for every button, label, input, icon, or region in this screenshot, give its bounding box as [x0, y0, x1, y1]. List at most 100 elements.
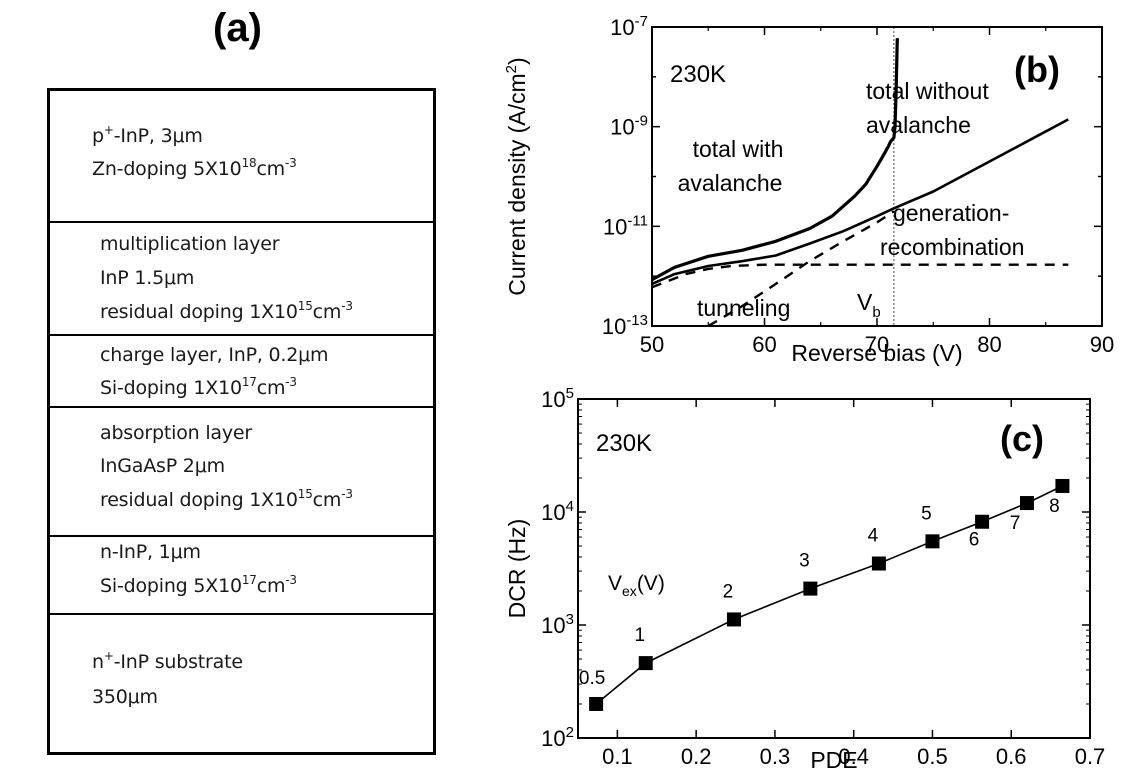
text: Si-doping 5X10 [100, 575, 242, 597]
series-total-without-avalanche [651, 118, 1069, 286]
x-tick-label: 80 [977, 332, 1001, 357]
text: Si-doping 1X10 [100, 377, 242, 399]
layer-text-line: InP 1.5μm [100, 267, 194, 289]
y-tick-label: 10-11 [603, 212, 648, 239]
text: cm [256, 158, 285, 180]
y-axis-label: Current density (A/cm2) [503, 57, 530, 295]
point-label: 6 [969, 530, 980, 551]
x-tick-label: 0.2 [681, 744, 712, 769]
superscript: 18 [241, 156, 257, 170]
layer-text-line: multiplication layer [100, 233, 280, 255]
x-tick-label: 0.4 [838, 744, 869, 769]
layer-text-line: Si-doping 1X1017cm-3 [100, 375, 297, 399]
superscript: -3 [341, 487, 353, 501]
x-tick-label: 0.5 [917, 744, 948, 769]
text: multiplication layer [100, 233, 280, 255]
data-point [638, 656, 653, 671]
text: InP 1.5μm [100, 267, 195, 289]
superscript: -3 [285, 156, 297, 170]
x-tick-label: 0.7 [1075, 744, 1106, 769]
text: InGaAsP 2μm [100, 455, 225, 477]
text: 350μm [92, 686, 158, 708]
layer-text-line: charge layer, InP, 0.2μm [100, 344, 329, 366]
x-tick-label: 60 [752, 332, 776, 357]
annotation-total-without-avalanche: total without [866, 78, 989, 104]
text: cm [256, 575, 286, 597]
data-point [803, 581, 818, 596]
layer-3: charge layer, InP, 0.2μm Si-doping 1X1017… [50, 334, 433, 406]
superscript: 17 [241, 375, 257, 389]
point-label: 8 [1049, 496, 1060, 517]
data-point [589, 696, 604, 711]
layer-text-line: n-InP, 1μm [100, 541, 201, 563]
x-tick-label: 50 [640, 332, 664, 357]
x-tick-label: 70 [865, 332, 889, 357]
point-label: 3 [799, 551, 810, 572]
series-dcr-line [595, 485, 1063, 705]
layer-1: p+-InP, 3μm Zn-doping 5X1018cm-3 [50, 91, 433, 221]
annotation-total-without-avalanche: avalanche [866, 112, 971, 138]
superscript: -3 [341, 299, 353, 313]
annotation-total-with-avalanche: total with [693, 136, 784, 162]
data-point [871, 556, 886, 571]
text: charge layer, InP, 0.2μm [100, 344, 329, 366]
text: n-InP, 1μm [100, 541, 201, 563]
vex-label: Vex(V) [608, 572, 665, 599]
data-point [925, 534, 940, 549]
layer-text-line: InGaAsP 2μm [100, 455, 225, 477]
annotation-generation-recombination: recombination [880, 234, 1024, 260]
annotation-total-with-avalanche: avalanche [678, 170, 783, 196]
layer-text-line: n+-InP substrate [92, 650, 243, 673]
text: -InP, 3μm [113, 125, 203, 147]
y-tick-label: 10-9 [610, 113, 648, 140]
superscript: + [103, 123, 114, 137]
temperature-label: 230K [670, 61, 726, 88]
text: residual doping 1X10 [100, 301, 298, 323]
y-tick-label: 10-13 [602, 312, 648, 339]
panel-a-label: (a) [213, 6, 262, 50]
temperature-label: 230K [596, 430, 652, 457]
layer-text-line: p+-InP, 3μm [92, 123, 203, 147]
y-tick-label: 10-7 [610, 13, 648, 40]
superscript: 17 [241, 573, 257, 587]
text: cm [312, 301, 342, 323]
layer-text-line: 350μm [92, 686, 158, 708]
x-axis-label: Reverse bias (V) [791, 340, 962, 366]
plot-frame [651, 26, 1103, 327]
point-label: 7 [1010, 513, 1021, 534]
text: cm [256, 377, 286, 399]
layer-stack-diagram: p+-InP, 3μm Zn-doping 5X1018cm-3 multiplic… [47, 88, 436, 755]
series-generation-recombination [651, 263, 1069, 289]
annotation-generation-recombination: generation- [893, 200, 1009, 226]
text: absorption layer [100, 422, 253, 444]
point-label: 2 [723, 581, 734, 602]
text: -InP substrate [113, 651, 243, 673]
text: cm [312, 489, 342, 511]
layer-text-line: Si-doping 5X1017cm-3 [100, 573, 297, 597]
point-label: 1 [634, 625, 645, 646]
y-tick-label: 102 [541, 724, 574, 751]
x-tick-label: 0.3 [760, 744, 791, 769]
layer-text-line: absorption layer [100, 422, 252, 444]
annotation-vb: Vb [857, 289, 881, 321]
x-axis-label: PDE [810, 747, 857, 773]
layer-4: absorption layer InGaAsP 2μm residual dopi… [50, 406, 433, 535]
series-tunneling [707, 210, 895, 328]
superscript: 15 [297, 299, 313, 313]
layer-5: n-InP, 1μm Si-doping 5X1017cm-3 [50, 535, 433, 613]
y-tick-label: 103 [541, 611, 574, 638]
layer-text-line: residual doping 1X1015cm-3 [100, 487, 353, 511]
data-point [726, 612, 741, 627]
text: n [92, 651, 104, 673]
series-total-with-avalanche [651, 38, 899, 282]
layer-2: multiplication layer InP 1.5μm residual do… [50, 221, 433, 334]
panel-b-label: (b) [1014, 49, 1060, 90]
y-axis-label: DCR (Hz) [504, 519, 530, 619]
data-point [975, 514, 990, 529]
x-tick-label: 0.1 [602, 744, 633, 769]
annotation-tunneling: tunneling [697, 295, 790, 321]
superscript: -3 [285, 573, 297, 587]
y-tick-label: 104 [541, 498, 574, 525]
y-tick-label: 105 [541, 385, 574, 412]
